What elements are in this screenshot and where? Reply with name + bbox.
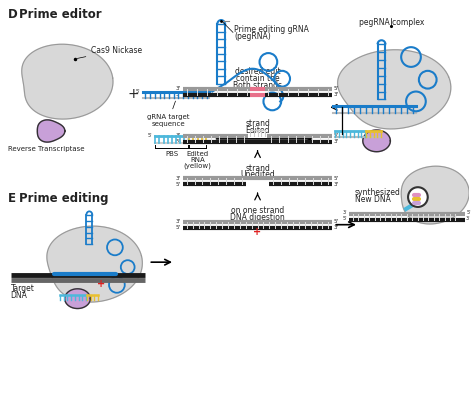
Text: 5': 5' xyxy=(333,86,338,91)
Text: 3': 3' xyxy=(466,216,471,221)
Text: strand: strand xyxy=(245,164,270,173)
Text: Unedited: Unedited xyxy=(240,171,275,179)
Text: synthesized: synthesized xyxy=(355,188,401,197)
Text: 5': 5' xyxy=(176,139,181,144)
Text: DNA digestion: DNA digestion xyxy=(230,213,285,222)
Text: E: E xyxy=(8,192,16,205)
Polygon shape xyxy=(401,166,469,224)
Text: 5': 5' xyxy=(466,210,471,215)
Text: +: + xyxy=(254,226,262,237)
Text: 5': 5' xyxy=(333,133,338,139)
Text: pegRNA complex: pegRNA complex xyxy=(359,17,424,27)
Text: 5': 5' xyxy=(343,216,347,221)
Text: RNA: RNA xyxy=(190,157,205,163)
Text: 3': 3' xyxy=(176,176,181,181)
Polygon shape xyxy=(363,130,391,152)
Text: PBS: PBS xyxy=(165,151,178,157)
Text: Edited: Edited xyxy=(186,151,209,157)
Text: 3': 3' xyxy=(333,139,338,144)
Text: 3': 3' xyxy=(333,225,338,230)
Text: +: + xyxy=(128,87,139,100)
Polygon shape xyxy=(65,289,91,309)
Text: on one strand: on one strand xyxy=(231,206,284,215)
Text: Cas9 Nickase: Cas9 Nickase xyxy=(77,46,142,58)
Text: 3': 3' xyxy=(333,92,338,97)
Text: 5': 5' xyxy=(333,176,338,181)
Text: Both strands: Both strands xyxy=(233,81,282,90)
Circle shape xyxy=(408,187,428,207)
Text: (pegRNA): (pegRNA) xyxy=(234,32,271,41)
Text: 3': 3' xyxy=(176,219,181,224)
Text: 5': 5' xyxy=(176,182,181,187)
Text: 5': 5' xyxy=(176,92,181,97)
Text: D: D xyxy=(8,8,18,21)
Text: Prime editing gRNA: Prime editing gRNA xyxy=(234,25,309,34)
Text: gRNA target
sequence: gRNA target sequence xyxy=(147,101,190,127)
Text: 3': 3' xyxy=(176,133,181,139)
Text: 5': 5' xyxy=(333,219,338,224)
Text: DNA: DNA xyxy=(10,291,27,300)
Text: 3': 3' xyxy=(176,86,181,91)
Text: Reverse Transcriptase: Reverse Transcriptase xyxy=(8,136,84,152)
Text: 3': 3' xyxy=(333,182,338,187)
Polygon shape xyxy=(37,120,65,142)
Text: Edited: Edited xyxy=(246,126,270,135)
Text: 3': 3' xyxy=(343,210,347,215)
Text: 5': 5' xyxy=(136,89,140,94)
Polygon shape xyxy=(22,44,113,119)
Text: +: + xyxy=(97,279,105,289)
Text: desired edit: desired edit xyxy=(235,67,280,76)
Text: contain the: contain the xyxy=(236,74,279,83)
Text: Target: Target xyxy=(10,284,35,293)
Text: Prime editing: Prime editing xyxy=(18,192,108,205)
Polygon shape xyxy=(337,50,451,129)
Text: 5': 5' xyxy=(148,133,152,139)
Text: 5': 5' xyxy=(176,225,181,230)
Polygon shape xyxy=(47,226,142,302)
Text: (yellow): (yellow) xyxy=(183,162,211,169)
Text: Prime editor: Prime editor xyxy=(18,8,101,21)
Text: New DNA: New DNA xyxy=(355,194,391,204)
Text: strand: strand xyxy=(245,119,270,128)
